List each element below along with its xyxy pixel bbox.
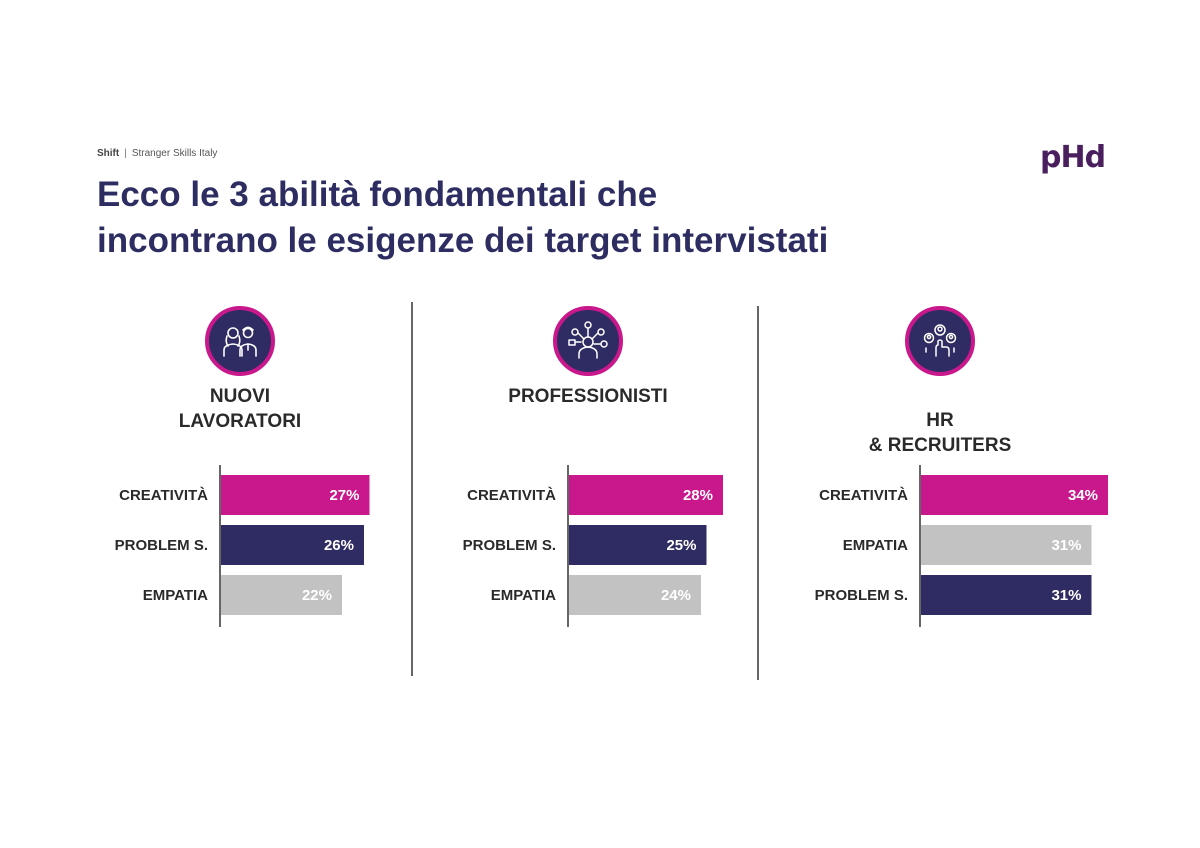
segment-panel-hr-recruiters: HR & RECRUITERS CREATIVITÀ 34% EMPATIA 31% P… xyxy=(770,300,1110,690)
bar-chart: CREATIVITÀ 27% PROBLEM S. 26% EMPATIA 22% xyxy=(115,465,370,627)
bar-empatia xyxy=(921,525,1092,565)
recruiter-icon xyxy=(905,306,975,376)
segment-title-line-1: NUOVI xyxy=(209,386,271,407)
bar-problem-s xyxy=(569,525,707,565)
bar-value-label: 22% xyxy=(302,587,332,604)
segment-title: NUOVI LAVORATORI xyxy=(70,384,410,434)
bar-problem-s xyxy=(221,525,364,565)
bar-creativit xyxy=(569,475,723,515)
brand-name: Shift xyxy=(97,148,120,159)
bar-category-label: PROBLEM S. xyxy=(463,537,556,554)
segment-panel-professionisti: PROFESSIONISTI CREATIVITÀ 28% PROBLEM S. 25… xyxy=(418,300,758,690)
column-divider-1 xyxy=(411,302,413,676)
bar-creativit xyxy=(221,475,370,515)
bar-value-label: 26% xyxy=(324,537,354,554)
bar-value-label: 28% xyxy=(683,487,713,504)
bar-category-label: CREATIVITÀ xyxy=(819,487,908,504)
bar-category-label: CREATIVITÀ xyxy=(467,487,556,504)
page-title-line-1: Ecco le 3 abilità fondamentali che xyxy=(97,175,658,214)
segment-title-line-2: & RECRUITERS xyxy=(868,435,1012,456)
bar-value-label: 25% xyxy=(666,537,696,554)
page-title-line-2: incontrano le esigenze dei target interv… xyxy=(97,221,829,260)
segment-title: HR & RECRUITERS xyxy=(770,408,1110,458)
bar-category-label: PROBLEM S. xyxy=(115,537,208,554)
bar-chart: CREATIVITÀ 34% EMPATIA 31% PROBLEM S. 31% xyxy=(815,465,1108,627)
segment-title-line-1: PROFESSIONISTI xyxy=(508,386,668,407)
bar-creativit xyxy=(921,475,1108,515)
bar-empatia xyxy=(569,575,701,615)
bar-category-label: PROBLEM S. xyxy=(815,587,908,604)
bar-problem-s xyxy=(921,575,1092,615)
bar-value-label: 27% xyxy=(329,487,359,504)
header-separator: | xyxy=(124,148,127,159)
page-title: Ecco le 3 abilità fondamentali che incon… xyxy=(97,172,997,264)
header-kicker: Shift | Stranger Skills Italy xyxy=(97,148,217,159)
column-divider-2 xyxy=(757,306,759,680)
segment-title: PROFESSIONISTI xyxy=(418,384,758,409)
network-person-icon xyxy=(553,306,623,376)
bar-value-label: 31% xyxy=(1051,587,1081,604)
bar-value-label: 34% xyxy=(1068,487,1098,504)
bar-value-label: 31% xyxy=(1051,537,1081,554)
bar-empatia xyxy=(221,575,342,615)
header-subtitle: Stranger Skills Italy xyxy=(131,148,218,159)
bar-category-label: EMPATIA xyxy=(843,537,908,554)
phd-logo: pHd xyxy=(1040,140,1106,175)
bar-value-label: 24% xyxy=(661,587,691,604)
bar-chart: CREATIVITÀ 28% PROBLEM S. 25% EMPATIA 24% xyxy=(463,465,723,627)
people-icon xyxy=(205,306,275,376)
segment-panel-nuovi-lavoratori: NUOVI LAVORATORI CREATIVITÀ 27% PROBLEM S.… xyxy=(70,300,410,690)
bar-category-label: CREATIVITÀ xyxy=(119,487,208,504)
segment-title-line-1: HR xyxy=(926,410,954,431)
segment-title-line-2: LAVORATORI xyxy=(178,411,302,432)
bar-category-label: EMPATIA xyxy=(491,587,556,604)
bar-category-label: EMPATIA xyxy=(143,587,208,604)
